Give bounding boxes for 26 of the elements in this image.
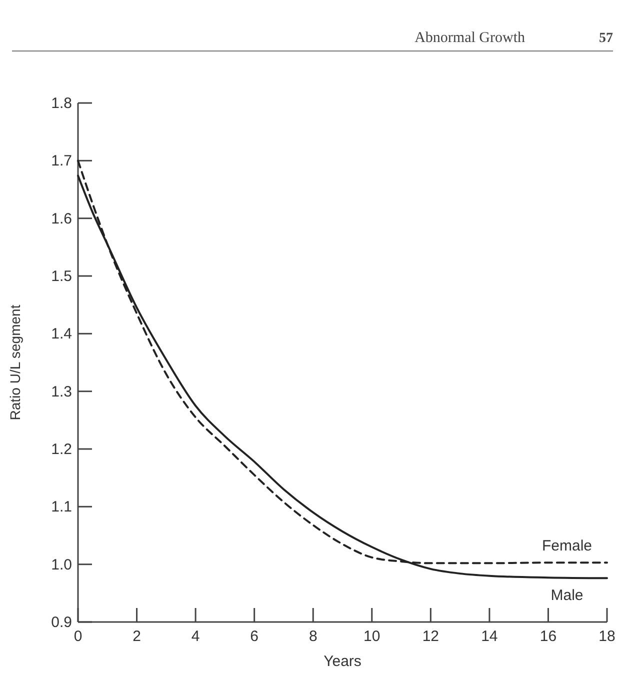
x-tick-label: 10 [364,628,380,645]
series-label: Female [542,538,592,555]
y-axis-title: Ratio U/L segment [7,304,23,420]
y-tick-label: 1.3 [51,383,72,400]
text: 57 [599,31,613,46]
y-tick-label: 1.6 [51,210,72,228]
series-label: Male [550,587,584,604]
x-tick-label: 16 [540,628,557,645]
x-tick-label: 4 [191,628,200,645]
x-axis-title: Years [324,653,362,670]
x-tick-label: 14 [481,628,498,645]
y-tick-label: 1.0 [51,556,72,574]
x-tick-label: 18 [598,628,616,645]
x-tick-label: 8 [308,628,318,645]
y-tick-label: 1.7 [51,152,72,170]
text: Abnormal Growth [414,30,526,46]
y-tick-label: 1.1 [51,498,72,516]
x-tick-label: 6 [250,628,259,645]
x-tick-label: 12 [422,628,440,645]
y-tick-label: 1.2 [51,441,72,458]
y-tick-label: 1.5 [51,268,72,285]
x-tick-label: 2 [132,628,141,645]
y-tick-label: 1.4 [51,326,72,343]
x-tick-label: 0 [74,628,82,645]
y-tick-label: 0.9 [51,614,72,631]
y-tick-label: 1.8 [51,95,72,112]
